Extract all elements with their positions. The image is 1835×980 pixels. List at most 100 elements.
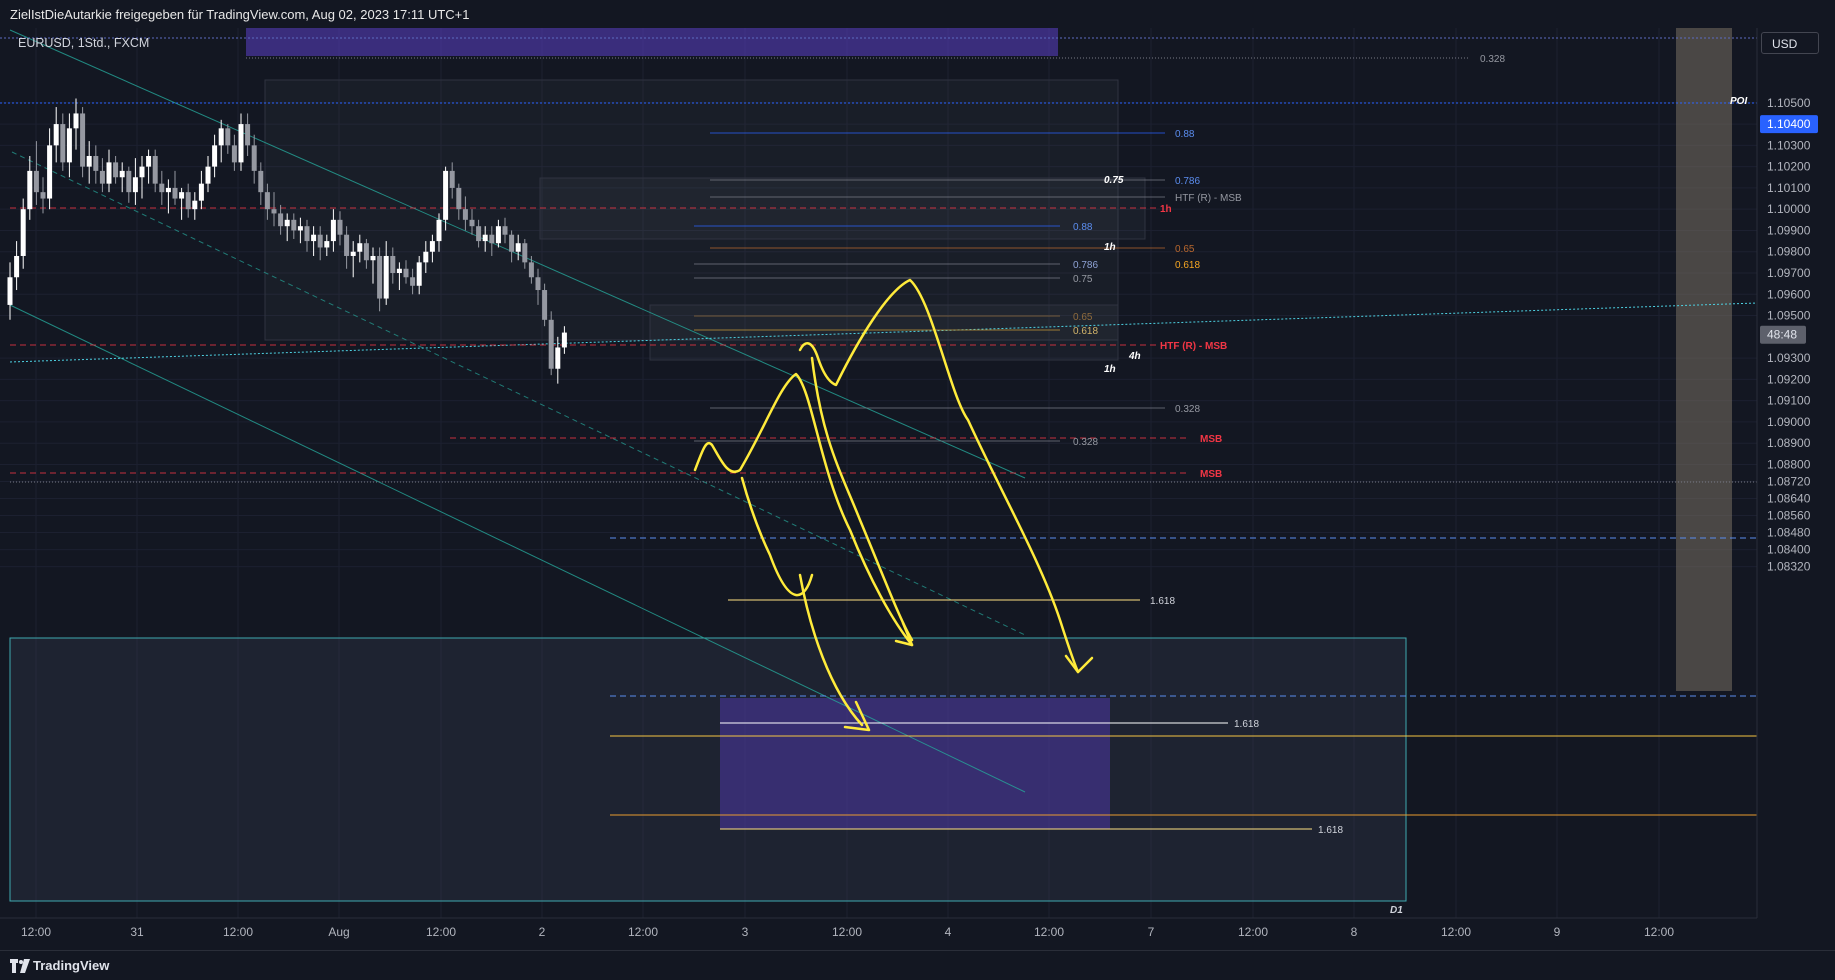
candle-body — [324, 241, 330, 248]
candle-body — [258, 170, 264, 193]
drawn-path-left — [693, 372, 914, 647]
time-tick-label: 31 — [130, 925, 144, 939]
candle-body — [66, 128, 72, 163]
symbol-label[interactable]: EURUSD, 1Std., FXCM — [18, 36, 150, 50]
candle-body — [396, 268, 402, 274]
chart-background — [0, 28, 1835, 950]
candle-body — [284, 219, 290, 227]
candle-body — [7, 277, 13, 305]
candle-body — [152, 155, 158, 184]
drawn-arrowhead-right — [1064, 654, 1094, 674]
candle-body — [172, 187, 178, 199]
poi-label: POI — [1730, 96, 1748, 107]
time-tick-label: 9 — [1554, 925, 1561, 939]
candle-body — [410, 277, 416, 286]
time-tick-label: 7 — [1148, 925, 1155, 939]
fib-box-4h — [649, 304, 1119, 361]
candle-body — [489, 234, 495, 244]
level-label: 4h — [1128, 351, 1141, 362]
candle-body — [27, 170, 33, 210]
candle-body — [436, 219, 442, 242]
time-tick-label: 12:00 — [628, 925, 658, 939]
level-label: 1h — [1104, 364, 1116, 375]
candle-body — [390, 255, 396, 274]
candle-body — [126, 170, 132, 193]
candle-body — [344, 234, 350, 256]
candle-body — [264, 192, 270, 210]
time-axis[interactable]: 12:00 31 12:00 Aug 12:00 2 12:00 3 12:00 4 12:00 7 1… — [0, 917, 1757, 950]
time-tick-label: 12:00 — [223, 925, 253, 939]
candle-body — [515, 243, 521, 252]
poi-price-tag — [1760, 115, 1818, 134]
candle-body — [535, 277, 541, 291]
level-label: D1 — [1390, 905, 1403, 916]
drawn-path-to-target — [798, 573, 864, 727]
price-tick-label: 1.09300 — [1767, 351, 1811, 365]
candle-body — [192, 200, 198, 210]
candle-body — [99, 170, 105, 184]
time-tick-label: 12:00 — [1238, 925, 1268, 939]
price-axis[interactable]: 1.10500 1.10400 1.10300 1.10200 1.10100 1.100… — [1756, 28, 1835, 918]
candle-body — [330, 219, 336, 242]
candle-body — [205, 166, 211, 184]
level-label: 0.328 — [1480, 54, 1505, 65]
fib-box-1h-outer — [264, 79, 1119, 341]
currency-button[interactable]: USD — [1761, 32, 1819, 54]
time-tick-label: 8 — [1351, 925, 1358, 939]
level-label: 0.75 — [1073, 274, 1093, 285]
candle-body — [555, 347, 561, 369]
candle-body — [20, 209, 26, 256]
candle-body — [139, 166, 145, 178]
level-label: 0.618 — [1175, 260, 1200, 271]
level-label: 0.786 — [1073, 260, 1098, 271]
level-label: MSB — [1200, 434, 1222, 445]
countdown-tag — [1760, 325, 1806, 344]
candle-body — [377, 255, 383, 299]
candle-body — [225, 128, 231, 146]
candle-body — [449, 170, 455, 188]
share-caption: ZielIstDieAutarkie freigegeben für Tradi… — [10, 7, 470, 22]
price-tick-label: 1.08320 — [1767, 560, 1811, 574]
candle-body — [350, 251, 356, 256]
price-tick-label: 1.10100 — [1767, 181, 1811, 195]
candle-body — [476, 226, 482, 242]
time-tick-label: 12:00 — [1034, 925, 1064, 939]
candle-body — [291, 219, 297, 231]
poi-price-tag-label: 1.10400 — [1767, 117, 1811, 131]
candle-body — [53, 124, 59, 146]
price-tick-label: 1.09600 — [1767, 287, 1811, 301]
candle-body — [443, 170, 449, 220]
time-tick-label: 3 — [742, 925, 749, 939]
level-label: 1h — [1160, 204, 1172, 215]
candle-body — [304, 226, 310, 242]
candle-body — [86, 155, 92, 167]
top-bar: ZielIstDieAutarkie freigegeben für Tradi… — [0, 0, 1835, 29]
level-label: 0.88 — [1073, 222, 1093, 233]
candle-body — [93, 155, 99, 171]
candle-body — [416, 262, 422, 286]
channel-lower — [9, 304, 1026, 793]
drawn-path-right-drop — [810, 356, 914, 642]
price-tick-label: 1.08640 — [1767, 492, 1811, 506]
candle-body — [146, 155, 152, 167]
candle-body — [245, 124, 251, 146]
level-label: HTF (R) - MSB — [1160, 341, 1227, 352]
candle-body — [495, 226, 501, 244]
rising-trendline — [9, 302, 1758, 363]
candle-body — [165, 187, 171, 193]
price-tick-label: 1.10200 — [1767, 160, 1811, 174]
candle-body — [47, 145, 53, 199]
purple-target-zone — [720, 698, 1110, 829]
candle-body — [212, 145, 218, 167]
time-tick-label: 12:00 — [426, 925, 456, 939]
grid-lines — [0, 28, 1835, 950]
candle-body — [502, 226, 508, 235]
candle-body — [159, 183, 165, 193]
time-tick-label: 12:00 — [21, 925, 51, 939]
drawn-path-right — [798, 278, 1080, 674]
purple-top-zone — [246, 28, 1058, 56]
price-tick-label: 1.08900 — [1767, 436, 1811, 450]
candle-body — [33, 170, 39, 193]
candle-body — [218, 128, 224, 146]
